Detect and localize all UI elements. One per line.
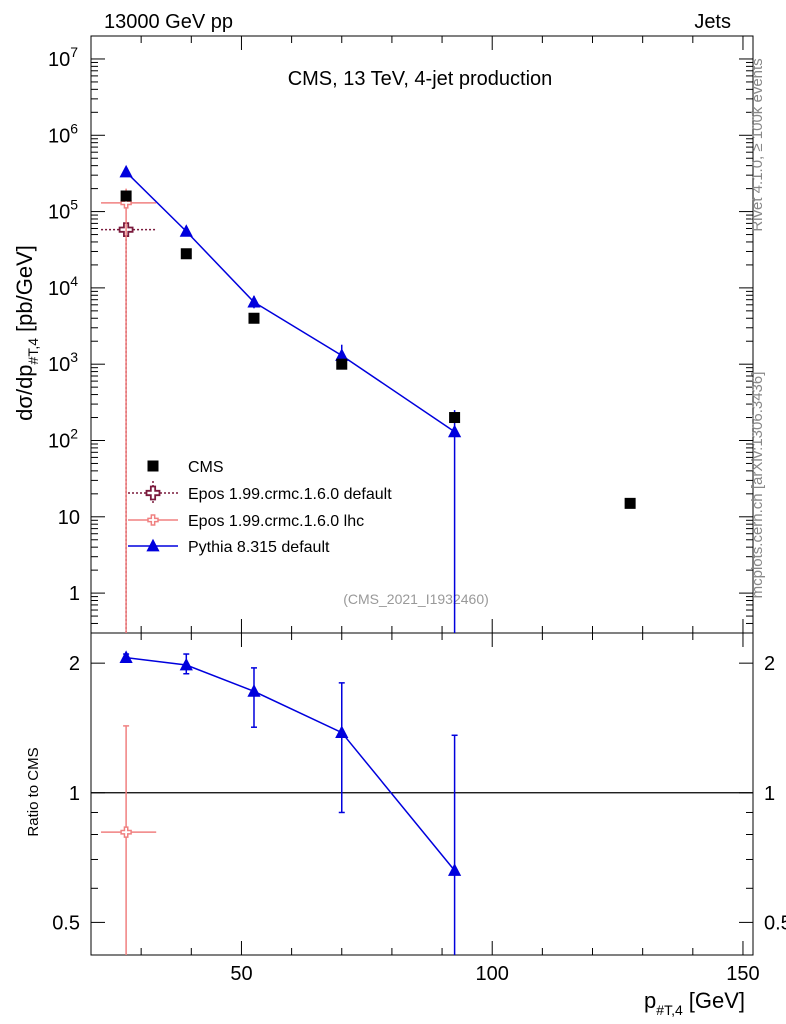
x-axis-label-unit: [GeV] [689,988,745,1013]
data-point-cross [120,826,132,838]
x-tick-label: 50 [230,963,252,985]
data-point-triangle [179,657,193,671]
y-tick-exp: 4 [70,273,78,289]
data-point-triangle [447,863,462,876]
x-axis-label-main: p [644,988,656,1013]
data-point-triangle [146,538,160,552]
y-tick-base: 10 [48,202,70,224]
ratio-y-tick-label-right: 0.5 [764,912,786,934]
y-axis-label-sub: #T,4 [25,338,41,365]
data-point-cross [145,485,161,501]
y-tick-label: 104 [48,273,78,300]
rivet-version-label: Rivet 4.1.0, ≥ 100k events [749,58,766,231]
ratio-plot-frame [90,632,754,956]
ratio-pythia-line [126,656,456,871]
y-axis-label-unit: [pb/GeV] [12,245,37,332]
y-tick-exp: 6 [70,120,78,136]
header-category-label: Jets [694,11,731,33]
data-point-triangle [335,348,349,361]
legend-label: Pythia 8.315 default [188,539,330,556]
y-tick-base: 10 [48,125,70,147]
data-point-square [147,460,159,472]
legend: CMS Epos 1.99.crmc.1.6.0 default Epos 1.99… [128,459,392,556]
y-tick-base: 10 [58,507,80,529]
chart-title: CMS, 13 TeV, 4-jet production [288,68,553,90]
y-tick-label: 105 [48,197,78,224]
y-tick-label: 103 [48,349,78,376]
data-point-triangle [335,725,349,738]
legend-label: CMS [188,459,224,476]
mcplots-reference-label: mcplots.cern.ch [arXiv:1306.3436] [749,372,766,599]
data-point-square [624,497,636,509]
y-tick-base: 1 [69,583,80,605]
x-axis-label: p#T,4 [GeV] [644,988,745,1018]
y-tick-exp: 3 [70,349,78,365]
y-tick-exp: 7 [70,44,78,60]
header-energy-label: 13000 GeV pp [104,11,233,33]
data-point-square [180,248,192,260]
ratio-y-tick-label-right: 1 [764,783,775,805]
y-tick-label: 1 [69,583,80,605]
ratio-y-axis-label: Ratio to CMS [25,747,42,836]
analysis-watermark: (CMS_2021_I1932460) [343,591,489,607]
ratio-y-tick-label: 0.5 [52,912,80,934]
x-tick-label: 150 [726,963,759,985]
x-axis-label-sub: #T,4 [656,1002,683,1018]
y-tick-exp: 2 [70,425,78,441]
y-tick-label: 10 [58,507,80,529]
data-point-triangle [447,424,462,438]
pythia-line [125,171,456,433]
y-tick-label: 107 [48,44,78,71]
data-point-triangle [179,224,193,237]
y-tick-label: 102 [48,425,78,452]
data-point-triangle [247,684,261,697]
ratio-y-tick-label: 1 [69,783,80,805]
data-point-triangle [119,164,133,178]
main-series-layer [101,164,636,633]
y-tick-label: 106 [48,120,78,147]
y-axis-label: dσ/dp#T,4 [pb/GeV] [12,245,41,421]
data-point-square [336,358,348,370]
ratio-y-tick-label-right: 2 [764,653,775,675]
y-tick-exp: 5 [70,197,78,213]
legend-label: Epos 1.99.crmc.1.6.0 default [188,486,392,503]
data-point-triangle [119,650,133,664]
y-tick-base: 10 [48,49,70,71]
legend-label: Epos 1.99.crmc.1.6.0 lhc [188,513,364,530]
y-axis-label-main: dσ/dp [12,364,37,420]
y-tick-base: 10 [48,278,70,300]
data-point-triangle [247,294,261,308]
ratio-y-tick-label: 2 [69,653,80,675]
data-point-square [449,412,461,424]
y-tick-base: 10 [48,354,70,376]
data-point-cross [147,514,159,526]
y-tick-base: 10 [48,430,70,452]
data-point-square [248,312,260,324]
ratio-axis-ticks: 50 100 150 2 2 1 1 0.5 0.5 [52,633,786,985]
ratio-series-layer [101,650,462,955]
data-point-square [120,190,132,202]
x-tick-label: 100 [476,963,509,985]
